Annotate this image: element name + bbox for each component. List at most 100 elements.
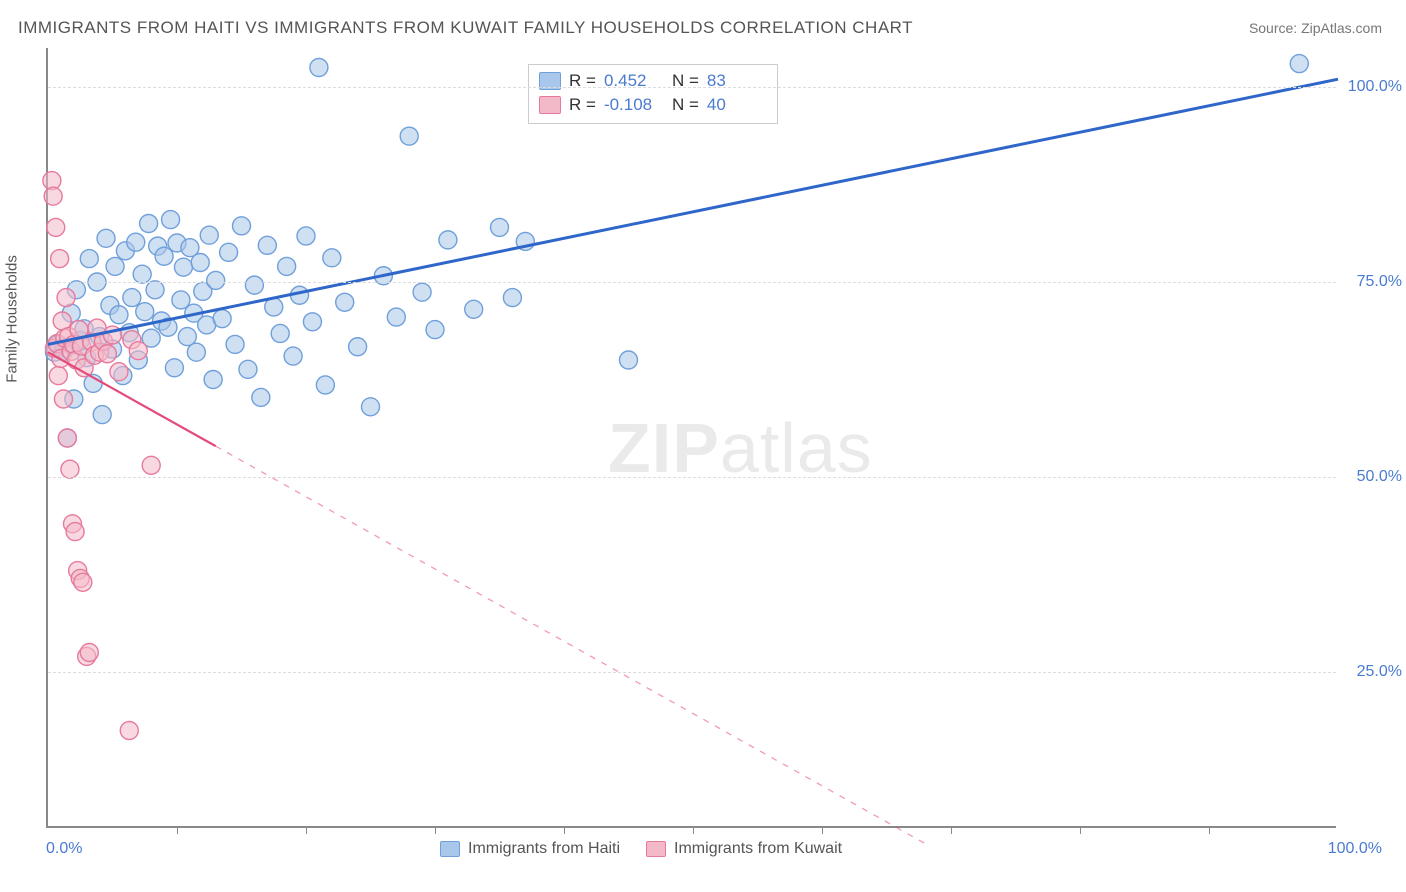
data-point xyxy=(110,363,128,381)
gridline xyxy=(48,477,1336,478)
x-tick xyxy=(951,826,952,834)
data-point xyxy=(129,342,147,360)
legend-r-label: R = xyxy=(569,69,596,93)
data-point xyxy=(400,127,418,145)
x-axis-min-label: 0.0% xyxy=(46,840,82,858)
data-point xyxy=(142,456,160,474)
data-point xyxy=(106,257,124,275)
x-axis-max-label: 100.0% xyxy=(1328,840,1382,858)
legend-row: R = 0.452 N = 83 xyxy=(539,69,767,93)
data-point xyxy=(162,211,180,229)
data-point xyxy=(620,351,638,369)
y-tick-label: 50.0% xyxy=(1357,468,1402,486)
data-point xyxy=(226,335,244,353)
data-point xyxy=(133,265,151,283)
data-point xyxy=(465,300,483,318)
legend-swatch xyxy=(646,841,666,857)
data-point xyxy=(54,390,72,408)
data-point xyxy=(44,187,62,205)
data-point xyxy=(47,218,65,236)
legend-n-label: N = xyxy=(672,93,699,117)
data-point xyxy=(426,321,444,339)
data-point xyxy=(207,271,225,289)
data-point xyxy=(1290,55,1308,73)
data-point xyxy=(316,376,334,394)
legend-item: Immigrants from Kuwait xyxy=(646,840,842,858)
data-point xyxy=(146,281,164,299)
data-point xyxy=(57,289,75,307)
y-tick-label: 25.0% xyxy=(1357,663,1402,681)
legend-n-label: N = xyxy=(672,69,699,93)
data-point xyxy=(310,59,328,77)
data-point xyxy=(258,236,276,254)
data-point xyxy=(439,231,457,249)
x-tick xyxy=(1080,826,1081,834)
data-point xyxy=(80,250,98,268)
data-point xyxy=(362,398,380,416)
data-point xyxy=(174,258,192,276)
gridline xyxy=(48,282,1336,283)
data-point xyxy=(74,573,92,591)
legend-item: Immigrants from Haiti xyxy=(440,840,620,858)
data-point xyxy=(220,243,238,261)
trend-line-dashed xyxy=(216,446,926,843)
gridline xyxy=(48,87,1336,88)
data-point xyxy=(110,306,128,324)
plot-area: ZIPatlas R =0.452N =83R =-0.108N =40 25.… xyxy=(46,48,1336,828)
legend-swatch xyxy=(539,96,561,114)
data-point xyxy=(165,359,183,377)
legend-n-value: 40 xyxy=(707,93,767,117)
data-point xyxy=(127,233,145,251)
chart-svg xyxy=(48,48,1336,826)
x-tick xyxy=(435,826,436,834)
correlation-legend: R = 0.452 N = 83 R = -0.108 N = 40 xyxy=(528,64,778,124)
data-point xyxy=(80,644,98,662)
data-point xyxy=(503,289,521,307)
series-legend: Immigrants from Haiti Immigrants from Kuw… xyxy=(440,840,842,858)
legend-r-value: 0.452 xyxy=(604,69,664,93)
data-point xyxy=(51,250,69,268)
data-point xyxy=(413,283,431,301)
data-point xyxy=(303,313,321,331)
data-point xyxy=(93,406,111,424)
y-tick-label: 75.0% xyxy=(1357,273,1402,291)
data-point xyxy=(336,293,354,311)
data-point xyxy=(213,310,231,328)
data-point xyxy=(297,227,315,245)
data-point xyxy=(98,345,116,363)
data-point xyxy=(252,388,270,406)
data-point xyxy=(245,276,263,294)
legend-swatch xyxy=(440,841,460,857)
x-tick xyxy=(822,826,823,834)
data-point xyxy=(200,226,218,244)
data-point xyxy=(66,523,84,541)
data-point xyxy=(387,308,405,326)
x-tick xyxy=(306,826,307,834)
y-tick-label: 100.0% xyxy=(1348,78,1402,96)
data-point xyxy=(58,429,76,447)
data-point xyxy=(136,303,154,321)
data-point xyxy=(123,289,141,307)
data-point xyxy=(204,371,222,389)
data-point xyxy=(349,338,367,356)
x-tick xyxy=(1209,826,1210,834)
legend-label: Immigrants from Kuwait xyxy=(674,840,842,858)
legend-n-value: 83 xyxy=(707,69,767,93)
data-point xyxy=(61,460,79,478)
data-point xyxy=(140,215,158,233)
data-point xyxy=(323,249,341,267)
data-point xyxy=(284,347,302,365)
legend-r-label: R = xyxy=(569,93,596,117)
chart-title: IMMIGRANTS FROM HAITI VS IMMIGRANTS FROM… xyxy=(18,18,913,38)
legend-row: R = -0.108 N = 40 xyxy=(539,93,767,117)
data-point xyxy=(120,722,138,740)
data-point xyxy=(187,343,205,361)
x-tick xyxy=(564,826,565,834)
data-point xyxy=(271,324,289,342)
data-point xyxy=(278,257,296,275)
y-axis-label: Family Households xyxy=(4,255,21,383)
legend-r-value: -0.108 xyxy=(604,93,664,117)
data-point xyxy=(491,218,509,236)
x-tick xyxy=(693,826,694,834)
data-point xyxy=(233,217,251,235)
